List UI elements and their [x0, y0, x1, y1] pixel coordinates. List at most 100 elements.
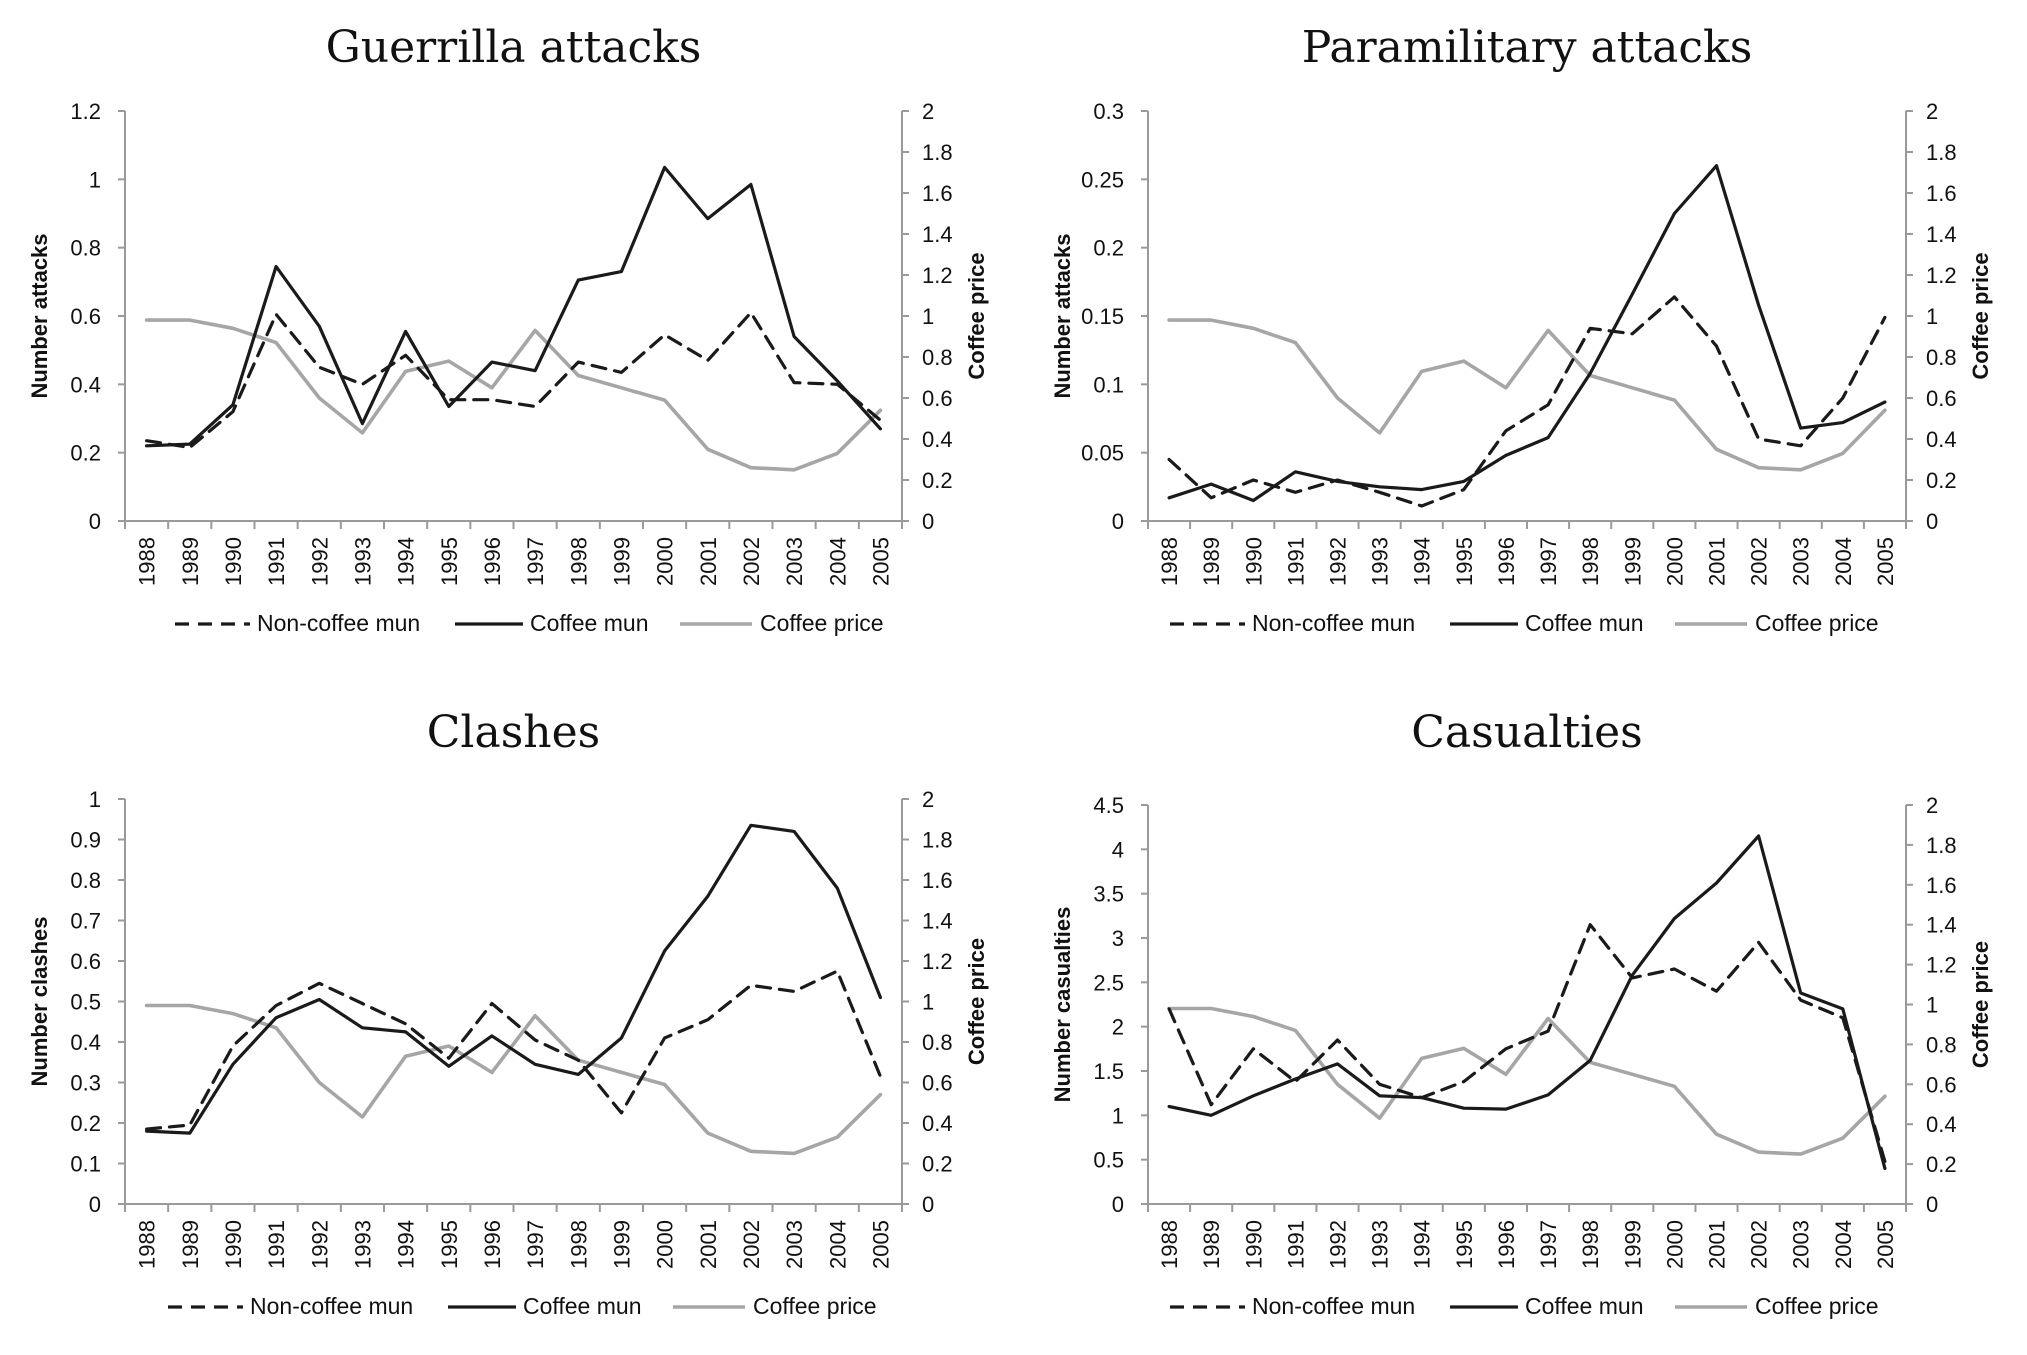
- series-line-non-coffee: [1167, 923, 1887, 1164]
- legend-label-coffee-mun: Coffee mun: [1525, 610, 1643, 636]
- x-tick-label: 1990: [1241, 537, 1266, 586]
- y-tick-label-left: 0: [89, 509, 101, 534]
- x-tick-label: 1994: [394, 1220, 419, 1269]
- x-tick-label: 1988: [135, 1220, 160, 1269]
- y-tick-label-left: 0.15: [1081, 304, 1124, 329]
- x-tick-label: 1999: [609, 537, 634, 586]
- y-tick-label-left: 0.8: [70, 868, 101, 893]
- chart-title: Clashes: [427, 707, 601, 758]
- y-tick-label-left: 0.5: [70, 990, 101, 1015]
- x-tick-label: 1992: [307, 1220, 332, 1269]
- x-tick-label: 1991: [264, 1220, 289, 1269]
- y-tick-label-left: 1.2: [70, 99, 101, 124]
- y-tick-label-right: 0.4: [1926, 1112, 1957, 1137]
- x-tick-label: 1989: [178, 1220, 203, 1269]
- y-tick-label-left: 3: [1112, 926, 1124, 951]
- y-tick-label-left: 0.2: [70, 1111, 101, 1136]
- y-tick-label-left: 0.6: [70, 304, 101, 329]
- y-tick-label-right: 1.8: [922, 828, 953, 853]
- y-tick-label-left: 4.5: [1093, 793, 1124, 818]
- y-tick-label-left: 0.3: [70, 1071, 101, 1096]
- y-tick-label-right: 1.2: [1926, 953, 1957, 978]
- y-tick-label-left: 2: [1112, 1015, 1124, 1040]
- chart-panel-1: Guerrilla attacks 0 0.2 0.4 0.6 0.8 1 1.2 0 0.2 0.…: [27, 22, 989, 636]
- legend: Non-coffee mun Coffee mun Coffee price: [175, 610, 884, 636]
- x-tick-label: 2001: [696, 1220, 721, 1269]
- y-tick-label-right: 0.2: [922, 1152, 953, 1177]
- y-tick-label-right: 1.6: [1926, 873, 1957, 898]
- x-tick-label: 2003: [782, 537, 807, 586]
- y-tick-label-right: 0.4: [1926, 427, 1957, 452]
- x-tick-label: 1994: [394, 537, 419, 586]
- x-tick-label: 1996: [480, 537, 505, 586]
- x-tick-label: 1989: [1199, 1220, 1224, 1269]
- x-tick-label: 1998: [1578, 1220, 1603, 1269]
- y-tick-label-right: 0.2: [922, 468, 953, 493]
- series-line-coffee-price: [144, 318, 883, 472]
- y-tick-label-right: 2: [1926, 793, 1938, 818]
- y-tick-label-left: 0.4: [70, 372, 101, 397]
- y-tick-label-left: 3.5: [1093, 882, 1124, 907]
- y2-axis-label: Coffee price: [1968, 941, 1993, 1068]
- x-tick-label: 2001: [696, 537, 721, 586]
- x-tick-label: 1999: [1620, 1220, 1645, 1269]
- x-tick-label: 1997: [1536, 537, 1561, 586]
- x-tick-label: 2005: [1873, 537, 1898, 586]
- x-tick-label: 1992: [1326, 537, 1351, 586]
- series-line-coffee-mun: [145, 165, 883, 448]
- y-tick-label-right: 0.2: [1926, 1152, 1957, 1177]
- x-tick-label: 1999: [1620, 537, 1645, 586]
- x-tick-label: 1996: [1494, 1220, 1519, 1269]
- y-tick-label-left: 0.1: [70, 1152, 101, 1177]
- y-tick-label-right: 1: [922, 990, 934, 1015]
- x-tick-label: 1989: [1199, 537, 1224, 586]
- x-tick-label: 2000: [1662, 1220, 1687, 1269]
- legend-label-non-coffee: Non-coffee mun: [257, 610, 420, 636]
- x-tick-label: 1999: [609, 1220, 634, 1269]
- series-line-non-coffee: [145, 969, 883, 1131]
- y-tick-label-left: 0.6: [70, 949, 101, 974]
- x-tick-label: 2005: [1873, 1220, 1898, 1269]
- x-tick-label: 1990: [221, 1220, 246, 1269]
- legend: Non-coffee mun Coffee mun Coffee price: [168, 1293, 877, 1319]
- y-tick-label-right: 0.8: [922, 1030, 953, 1055]
- y-axis-label: Number attacks: [27, 233, 52, 398]
- y-tick-label-right: 0.6: [922, 386, 953, 411]
- x-tick-label: 1998: [566, 1220, 591, 1269]
- y-tick-label-right: 1.2: [922, 263, 953, 288]
- y-tick-label-left: 1.5: [1093, 1059, 1124, 1084]
- y-tick-label-left: 1: [89, 787, 101, 812]
- y-tick-label-left: 1: [89, 167, 101, 192]
- y-tick-label-right: 1.4: [1926, 222, 1957, 247]
- y-tick-label-left: 0.2: [70, 441, 101, 466]
- y-tick-label-left: 0.4: [70, 1030, 101, 1055]
- x-tick-label: 2003: [1789, 537, 1814, 586]
- legend-label-non-coffee: Non-coffee mun: [250, 1293, 413, 1319]
- y-tick-label-right: 1.8: [1926, 140, 1957, 165]
- y-tick-label-right: 0.8: [1926, 1032, 1957, 1057]
- y-tick-label-left: 0.05: [1081, 441, 1124, 466]
- y-tick-label-left: 0.3: [1093, 99, 1124, 124]
- x-tick-label: 2001: [1705, 1220, 1730, 1269]
- x-tick-label: 2001: [1705, 537, 1730, 586]
- series-line-coffee-mun: [145, 823, 883, 1135]
- y-tick-label-right: 1.8: [922, 140, 953, 165]
- y-tick-label-right: 1.4: [1926, 913, 1957, 938]
- legend-label-coffee-price: Coffee price: [1755, 1293, 1879, 1319]
- legend-label-non-coffee: Non-coffee mun: [1252, 610, 1415, 636]
- x-tick-label: 1993: [350, 537, 375, 586]
- chart-panel-2: Paramilitary attacks 0 0.05 0.1 0.15 0.2 0.25 0…: [1050, 22, 1993, 636]
- series-line-non-coffee: [1167, 295, 1887, 508]
- x-tick-label: 1995: [1452, 537, 1477, 586]
- x-tick-label: 2004: [1831, 1220, 1856, 1269]
- x-tick-label: 1994: [1410, 537, 1435, 586]
- y-tick-label-right: 2: [1926, 99, 1938, 124]
- y2-axis-label: Coffee price: [1968, 252, 1993, 379]
- y-tick-label-left: 0: [89, 1192, 101, 1217]
- y-tick-label-right: 0.8: [922, 345, 953, 370]
- series-line-coffee-mun: [1167, 834, 1887, 1171]
- legend-label-coffee-price: Coffee price: [753, 1293, 877, 1319]
- x-tick-label: 2000: [653, 1220, 678, 1269]
- x-tick-label: 1991: [1283, 537, 1308, 586]
- y-tick-label-right: 1: [1926, 304, 1938, 329]
